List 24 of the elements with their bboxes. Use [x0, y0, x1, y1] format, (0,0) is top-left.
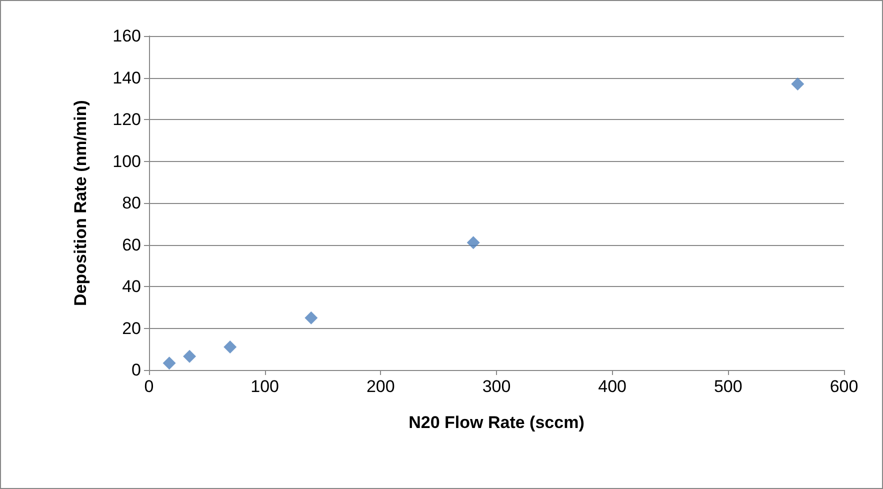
x-tick-label: 600 — [830, 377, 858, 396]
x-tick-label: 400 — [598, 377, 627, 396]
point — [304, 311, 318, 324]
point — [466, 236, 480, 250]
y-tick-label: 100 — [112, 152, 141, 171]
x-tick-label: 0 — [144, 377, 154, 396]
y-tick-label: 140 — [112, 68, 141, 88]
y-tick-label: 20 — [122, 318, 141, 338]
x-axis-title: N20 Flow Rate (sccm) — [408, 413, 584, 432]
point — [224, 340, 237, 354]
y-tick-label: 80 — [122, 194, 141, 212]
point — [162, 356, 176, 370]
x-tick-label: 500 — [714, 377, 742, 396]
y-axis-title: Deposition Rate (nm/min) — [71, 100, 90, 306]
x-tick-label: 300 — [482, 377, 511, 396]
y-tick-label: 40 — [122, 277, 141, 296]
y-tick-label: 120 — [112, 110, 141, 129]
y-tick-label: 0 — [132, 360, 141, 380]
point — [183, 350, 196, 363]
x-tick-label: 100 — [250, 377, 280, 396]
x-tick-label: 200 — [366, 377, 395, 396]
y-tick-label: 160 — [112, 26, 141, 46]
point — [791, 78, 804, 91]
y-tick-label: 60 — [122, 235, 141, 254]
